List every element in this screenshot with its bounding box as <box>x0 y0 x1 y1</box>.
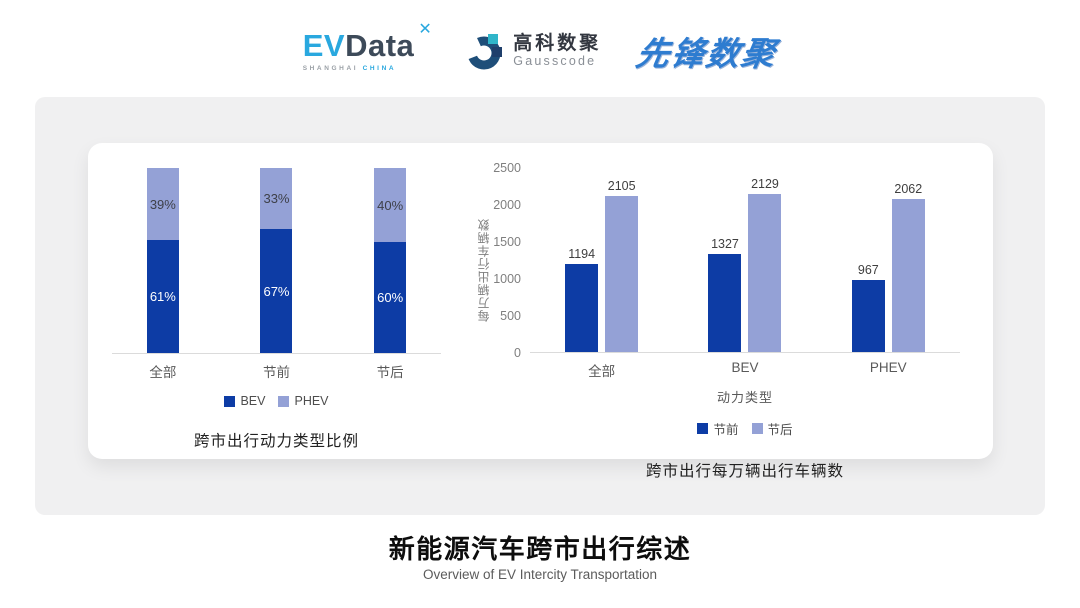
evdata-subtitle: SHANGHAI CHINA <box>303 65 396 72</box>
legend-swatch <box>278 395 290 407</box>
content-card: 39% 61% 33% 67% 40% 60% 全部 节前 节后 BEV PHEV 跨市出行动力… <box>35 97 1045 515</box>
bar-segment-bev: 61% <box>146 240 179 353</box>
grouped-bar-area: 每万辆出行车辆数 2500 2000 1500 1000 500 0 1194 2105 13… <box>465 161 993 360</box>
stacked-bar: 39% 61% <box>146 168 179 353</box>
bar-slot: 40% 60% <box>360 168 420 353</box>
evdata-ev-text: EV <box>302 28 346 63</box>
stacked-bar-categories: 全部 节前 节后 <box>106 361 447 381</box>
bar-segment-phev: 40% <box>374 168 407 242</box>
bar <box>851 280 885 352</box>
bar-group: 967 2062 <box>851 182 925 352</box>
legend-label: PHEV <box>294 394 329 408</box>
gausscode-cn: 高科数聚 <box>513 32 602 54</box>
bar <box>748 194 782 352</box>
bar-group: 1327 2129 <box>708 177 782 352</box>
category-label: 全部 <box>588 364 616 379</box>
chart-trips-per-10k: 每万辆出行车辆数 2500 2000 1500 1000 500 0 1194 2105 13… <box>465 143 993 480</box>
y-tick-label: 1000 <box>493 272 521 286</box>
gausscode-en: Gausscode <box>513 54 597 69</box>
evdata-wordmark: EVData ✕ <box>302 22 432 63</box>
chart-title-left: 跨市出行动力类型比例 <box>193 433 359 450</box>
pioneer-logo: 先锋数聚 <box>633 35 781 72</box>
category-label: 节后 <box>376 365 404 380</box>
stacked-bar-plot: 39% 61% 33% 67% 40% 60% <box>106 168 447 353</box>
x-axis-line <box>112 353 441 354</box>
stacked-bar: 40% 60% <box>374 168 407 353</box>
page-title: 新能源汽车跨市出行综述 <box>388 534 692 564</box>
bar <box>891 199 925 352</box>
bar-wrap: 2129 <box>748 177 782 352</box>
category-label: PHEV <box>869 360 907 375</box>
legend-swatch <box>751 423 763 434</box>
page-subtitle: Overview of EV Intercity Transportation <box>422 567 658 582</box>
y-tick-label: 0 <box>514 346 521 360</box>
bar-group: 1194 2105 <box>565 179 639 352</box>
charts-panel: 39% 61% 33% 67% 40% 60% 全部 节前 节后 BEV PHEV 跨市出行动力… <box>88 143 993 480</box>
y-tick-label: 1500 <box>493 235 521 249</box>
grouped-bar-plot: 1194 2105 1327 2129 967 2062 <box>530 168 960 353</box>
evdata-data-text: Data <box>345 28 415 63</box>
bar-segment-bev: 67% <box>260 229 293 353</box>
bar-slot: 39% 61% <box>133 168 193 353</box>
bar-value-label: 2129 <box>751 177 779 192</box>
legend-label: BEV <box>240 394 266 408</box>
bar-segment-phev: 39% <box>146 168 179 241</box>
legend-item: BEV <box>224 394 265 408</box>
header: EVData ✕ SHANGHAI CHINA 高科数聚 Gausscode 先… <box>0 16 1080 86</box>
legend-label: 节前 <box>713 423 739 437</box>
gausscode-icon <box>467 34 503 70</box>
y-axis-ticks: 2500 2000 1500 1000 500 0 <box>465 161 521 360</box>
bar-wrap: 967 <box>851 263 885 352</box>
x-axis-label: 动力类型 <box>716 390 773 405</box>
bar-wrap: 1327 <box>708 236 742 352</box>
bar <box>708 253 742 352</box>
stacked-bar: 33% 67% <box>260 168 293 353</box>
bar-value-label: 1327 <box>711 236 739 251</box>
evdata-shanghai-text: SHANGHAI <box>302 65 359 72</box>
y-tick-label: 2000 <box>493 198 521 212</box>
bar-slot: 33% 67% <box>246 168 306 353</box>
evdata-china-text: CHINA <box>362 65 397 72</box>
bar-wrap: 2062 <box>891 182 925 352</box>
sparkle-icon: ✕ <box>418 21 433 38</box>
legend-label: 节后 <box>767 423 793 437</box>
grouped-bar-categories: 全部 BEV PHEV <box>530 360 960 380</box>
category-label: 节前 <box>262 365 290 380</box>
y-tick-label: 2500 <box>493 161 521 175</box>
y-tick-label: 500 <box>500 309 521 323</box>
chart-title-right: 跨市出行每万辆出行车辆数 <box>645 463 844 480</box>
category-label: BEV <box>731 360 759 375</box>
legend-item: 节后 <box>751 419 793 438</box>
bar-value-label: 2105 <box>607 179 636 194</box>
bar <box>605 196 639 352</box>
legend-swatch <box>697 423 709 434</box>
legend-right: 节前 节后 <box>530 419 960 438</box>
bar-wrap: 1194 <box>565 246 599 352</box>
legend-swatch <box>224 395 236 407</box>
bar-value-label: 2062 <box>894 182 923 197</box>
bar-segment-bev: 60% <box>374 242 407 353</box>
legend-item: PHEV <box>278 394 329 408</box>
chart-power-type-ratio: 39% 61% 33% 67% 40% 60% 全部 节前 节后 BEV PHEV 跨市出行动力… <box>88 143 465 459</box>
bar <box>565 263 599 352</box>
category-label: 全部 <box>149 365 177 380</box>
legend-left: BEV PHEV <box>88 394 465 408</box>
bar-value-label: 1194 <box>568 246 596 261</box>
gausscode-logo: 高科数聚 Gausscode <box>466 32 601 70</box>
bar-segment-phev: 33% <box>260 168 293 230</box>
evdata-logo: EVData ✕ SHANGHAI CHINA <box>302 22 432 73</box>
bar-wrap: 2105 <box>605 179 639 352</box>
gausscode-text: 高科数聚 Gausscode <box>513 32 602 69</box>
bar-value-label: 967 <box>857 263 879 278</box>
legend-item: 节前 <box>697 419 739 438</box>
